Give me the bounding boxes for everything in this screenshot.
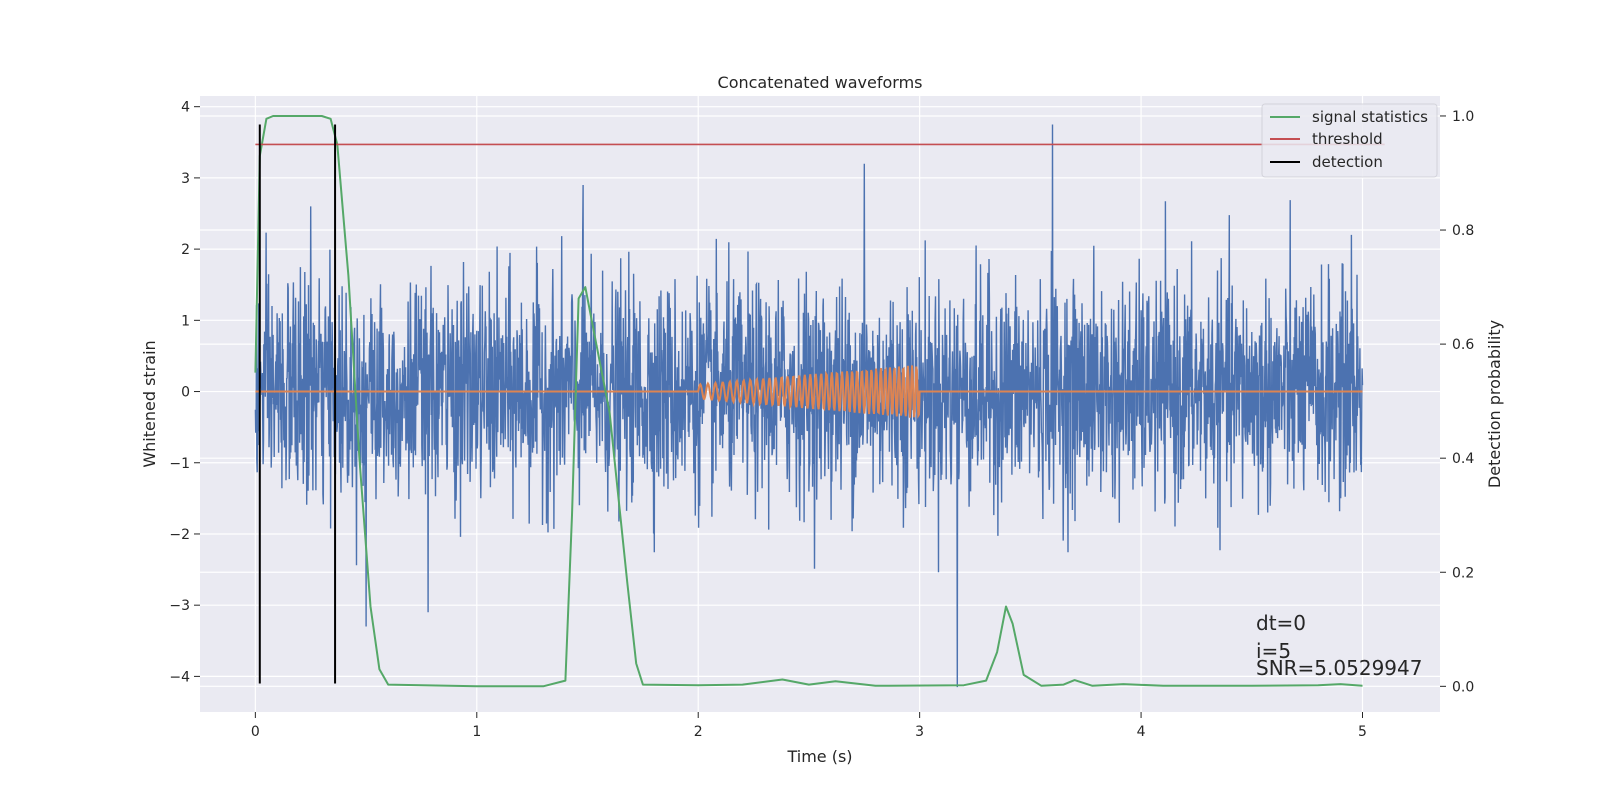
y-tick-label: 1 <box>181 313 190 329</box>
chart-title: Concatenated waveforms <box>718 73 923 92</box>
y-tick-label: −2 <box>169 527 190 543</box>
x-tick-label: 0 <box>251 724 260 740</box>
annotation-dt: dt=0 <box>1256 611 1306 635</box>
annotation-snr: SNR=5.0529947 <box>1256 656 1422 680</box>
x-tick-label: 2 <box>694 724 703 740</box>
annotation-i: i=5 <box>1256 639 1291 663</box>
series-injected-chirp <box>255 365 1363 419</box>
legend: signal statistics threshold detection <box>1261 103 1438 178</box>
ticks: 0 1 2 3 4 5 −4 −3 −2 −1 0 1 2 3 4 0.0 0.2 0.4 0.6 0.8 1.0 <box>169 100 1474 740</box>
plot-series <box>254 115 1385 688</box>
y-right-tick-label: 0.2 <box>1452 565 1474 581</box>
legend-label-signal-statistics: signal statistics <box>1312 108 1428 126</box>
x-axis-label: Time (s) <box>786 747 852 766</box>
y-axis-label: Whitened strain <box>140 340 159 467</box>
legend-label-detection: detection <box>1312 153 1383 171</box>
y-right-tick-label: 0.0 <box>1452 679 1474 695</box>
y-right-tick-label: 0.4 <box>1452 451 1474 467</box>
legend-label-threshold: threshold <box>1312 130 1383 148</box>
y-right-tick-label: 0.8 <box>1452 223 1474 239</box>
y-tick-label: −3 <box>169 598 190 614</box>
x-tick-label: 4 <box>1137 724 1146 740</box>
y-right-tick-label: 1.0 <box>1452 109 1474 125</box>
y-tick-label: 2 <box>181 242 190 258</box>
x-tick-label: 1 <box>472 724 481 740</box>
y-right-tick-label: 0.6 <box>1452 337 1474 353</box>
y-tick-label: 4 <box>181 100 190 116</box>
series-signal-statistics <box>254 115 1363 688</box>
y-tick-label: 3 <box>181 171 190 187</box>
legend-box <box>1261 103 1438 178</box>
y-tick-label: −1 <box>169 456 190 472</box>
x-tick-label: 5 <box>1358 724 1367 740</box>
series-noise-strain <box>254 124 1364 688</box>
y-axis-right-label: Detection probability <box>1485 320 1504 488</box>
x-tick-label: 3 <box>915 724 924 740</box>
y-tick-label: −4 <box>169 669 190 685</box>
y-tick-label: 0 <box>181 385 190 401</box>
